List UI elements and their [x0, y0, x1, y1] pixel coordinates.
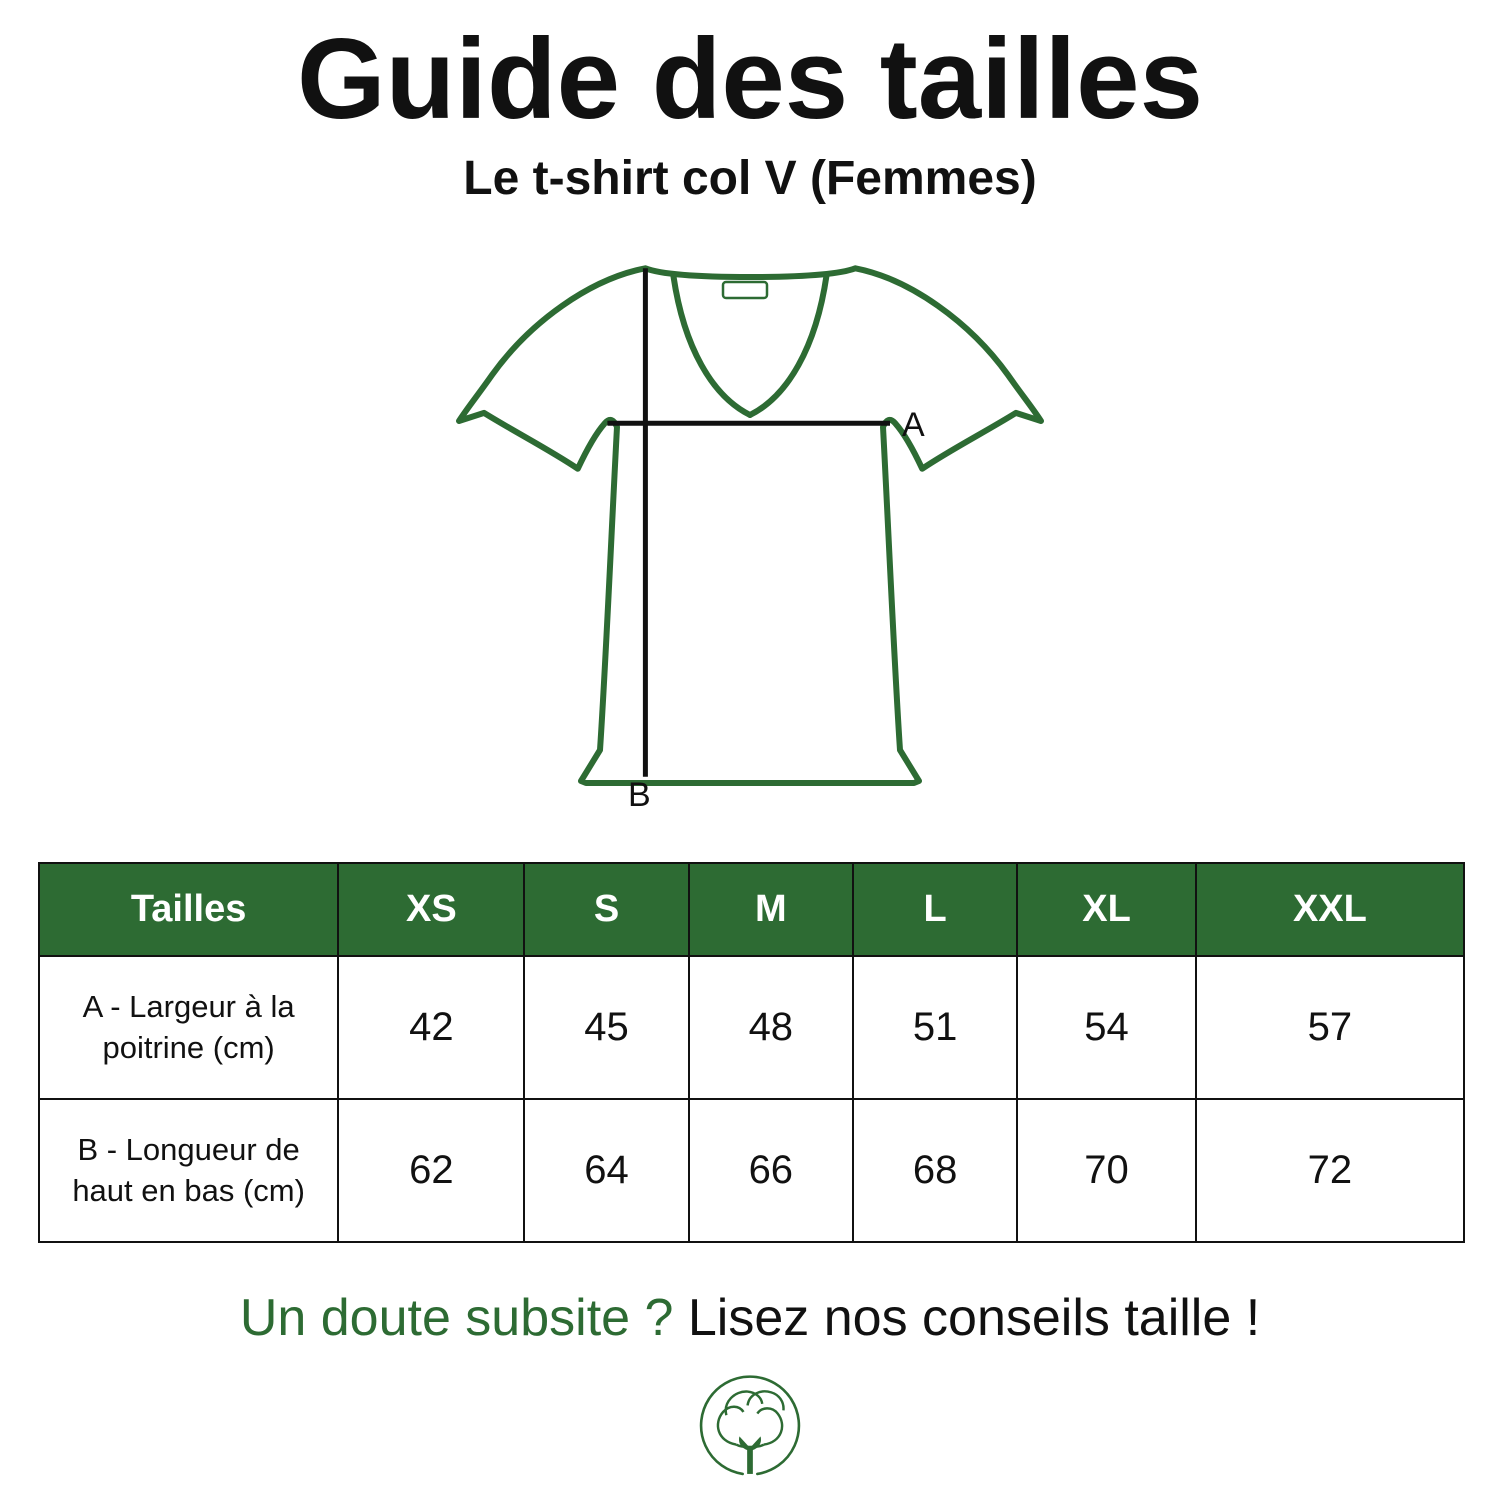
- svg-text:A: A: [902, 406, 925, 444]
